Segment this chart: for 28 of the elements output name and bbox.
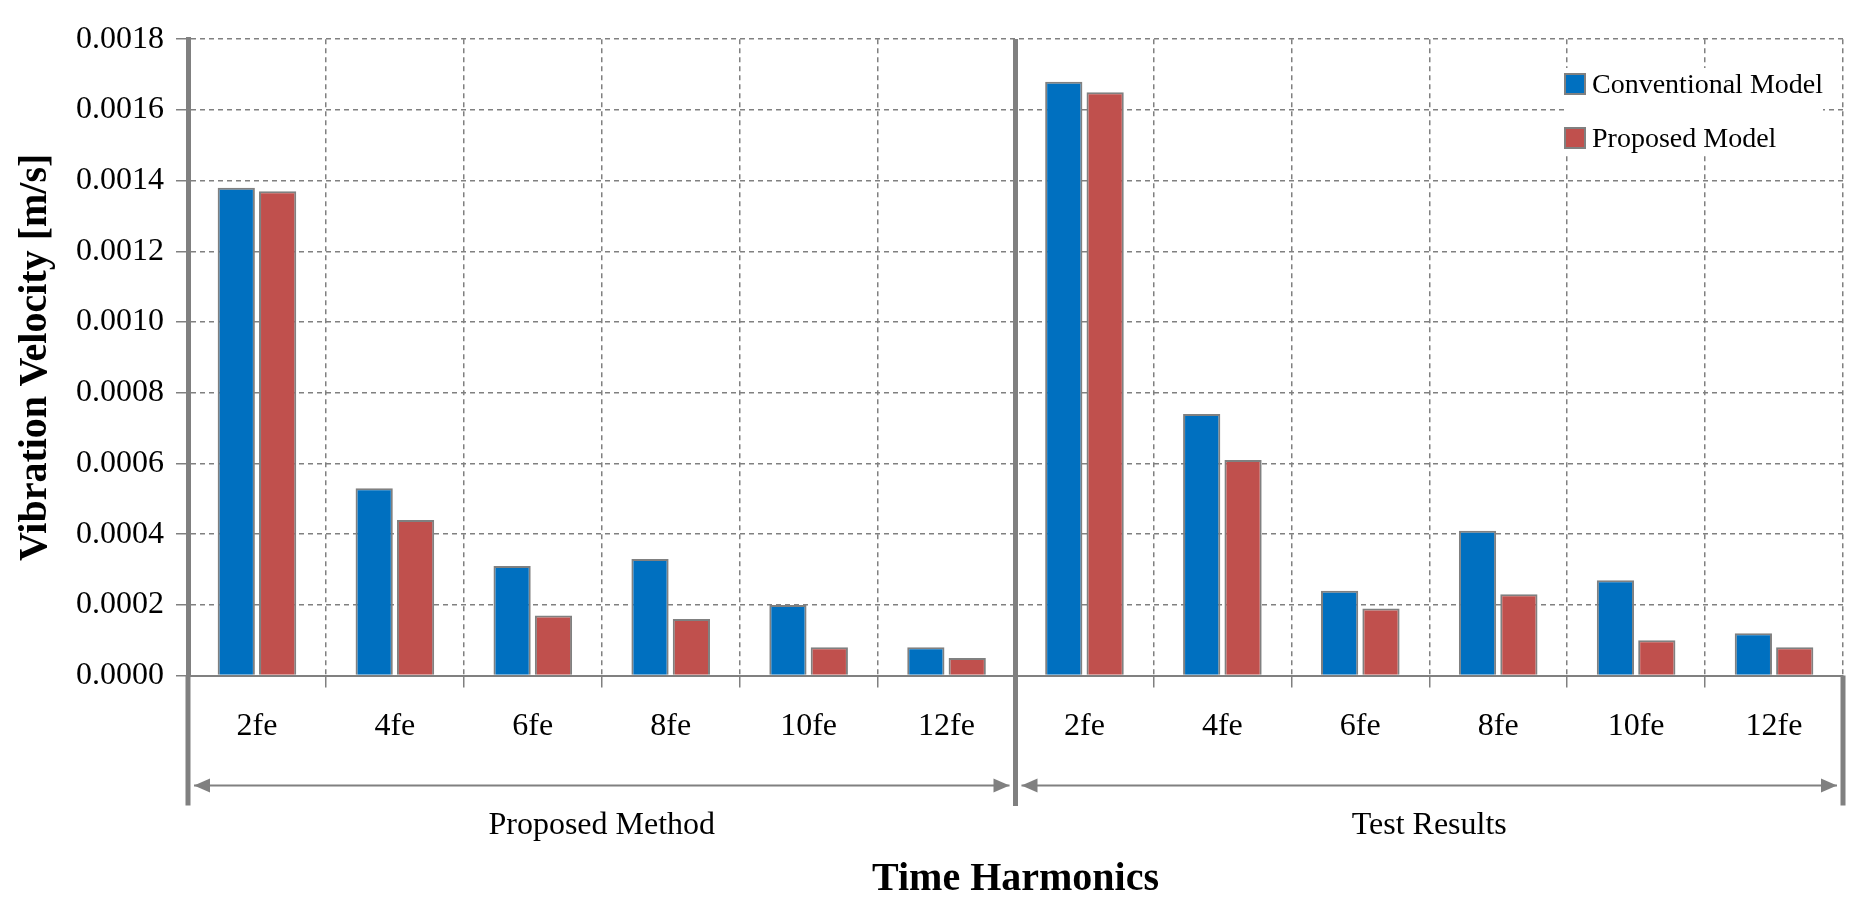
x-tick-label: 8fe (1477, 706, 1519, 743)
x-tick-label: 6fe (1339, 706, 1381, 743)
legend-label: Conventional Model (1592, 68, 1823, 100)
text: Test Results (1351, 805, 1507, 842)
y-tick-label: 0.0006 (76, 442, 164, 479)
x-tick-label: 10fe (1607, 706, 1665, 743)
x-axis-title: Time Harmonics (871, 854, 1160, 900)
y-tick-label: 0.0000 (76, 655, 164, 692)
y-tick-label: 0.0018 (76, 18, 164, 55)
x-tick-label: 4fe (1201, 706, 1243, 743)
x-tick-label: 4fe (374, 706, 416, 743)
y-tick-label: 0.0012 (76, 230, 164, 267)
x-tick-label: 2fe (1064, 706, 1105, 743)
x-tick-label: 10fe (780, 706, 838, 743)
text: Proposed Method (488, 805, 716, 842)
y-axis-title: Vibration Velocity [m/s] (10, 153, 56, 562)
y-tick-label: 0.0010 (76, 301, 164, 338)
y-tick-label: 0.0002 (76, 584, 164, 621)
y-tick-label: 0.0004 (76, 513, 164, 550)
x-tick-label: 12fe (1745, 706, 1803, 743)
x-tick-label: 2fe (236, 706, 278, 743)
y-tick-label: 0.0016 (76, 89, 164, 126)
y-tick-label: 0.0014 (76, 160, 164, 197)
x-tick-label: 6fe (512, 706, 554, 743)
x-tick-label: 12fe (918, 706, 975, 743)
y-tick-label: 0.0008 (76, 372, 164, 409)
legend-label: Proposed Model (1592, 122, 1777, 154)
x-tick-label: 8fe (650, 706, 692, 743)
